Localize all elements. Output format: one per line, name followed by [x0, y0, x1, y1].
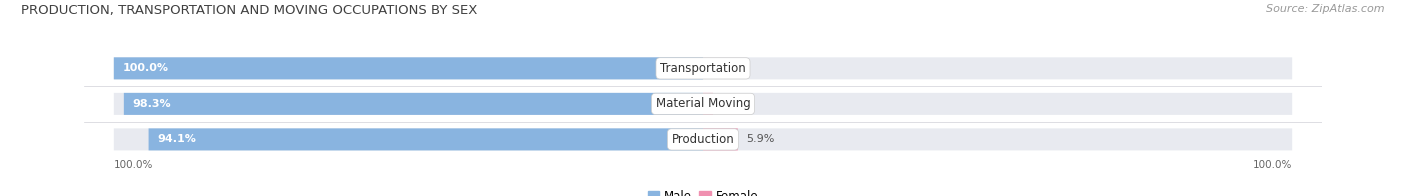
Text: Transportation: Transportation — [661, 62, 745, 75]
Text: 100.0%: 100.0% — [1253, 160, 1292, 170]
FancyBboxPatch shape — [703, 93, 1292, 115]
FancyBboxPatch shape — [114, 128, 703, 150]
Text: PRODUCTION, TRANSPORTATION AND MOVING OCCUPATIONS BY SEX: PRODUCTION, TRANSPORTATION AND MOVING OC… — [21, 4, 478, 17]
Legend: Male, Female: Male, Female — [648, 190, 758, 196]
Text: 94.1%: 94.1% — [157, 134, 197, 144]
FancyBboxPatch shape — [703, 57, 1292, 79]
FancyBboxPatch shape — [114, 57, 703, 79]
Text: Source: ZipAtlas.com: Source: ZipAtlas.com — [1267, 4, 1385, 14]
Text: 1.7%: 1.7% — [721, 99, 751, 109]
Text: Material Moving: Material Moving — [655, 97, 751, 110]
Text: 0.0%: 0.0% — [711, 63, 740, 73]
FancyBboxPatch shape — [124, 93, 703, 115]
Text: Production: Production — [672, 133, 734, 146]
FancyBboxPatch shape — [703, 128, 738, 150]
Text: 98.3%: 98.3% — [132, 99, 172, 109]
Text: 100.0%: 100.0% — [114, 160, 153, 170]
Text: 100.0%: 100.0% — [122, 63, 169, 73]
Text: 5.9%: 5.9% — [747, 134, 775, 144]
FancyBboxPatch shape — [703, 93, 713, 115]
FancyBboxPatch shape — [703, 128, 1292, 150]
FancyBboxPatch shape — [149, 128, 703, 150]
FancyBboxPatch shape — [114, 57, 703, 79]
FancyBboxPatch shape — [114, 93, 703, 115]
